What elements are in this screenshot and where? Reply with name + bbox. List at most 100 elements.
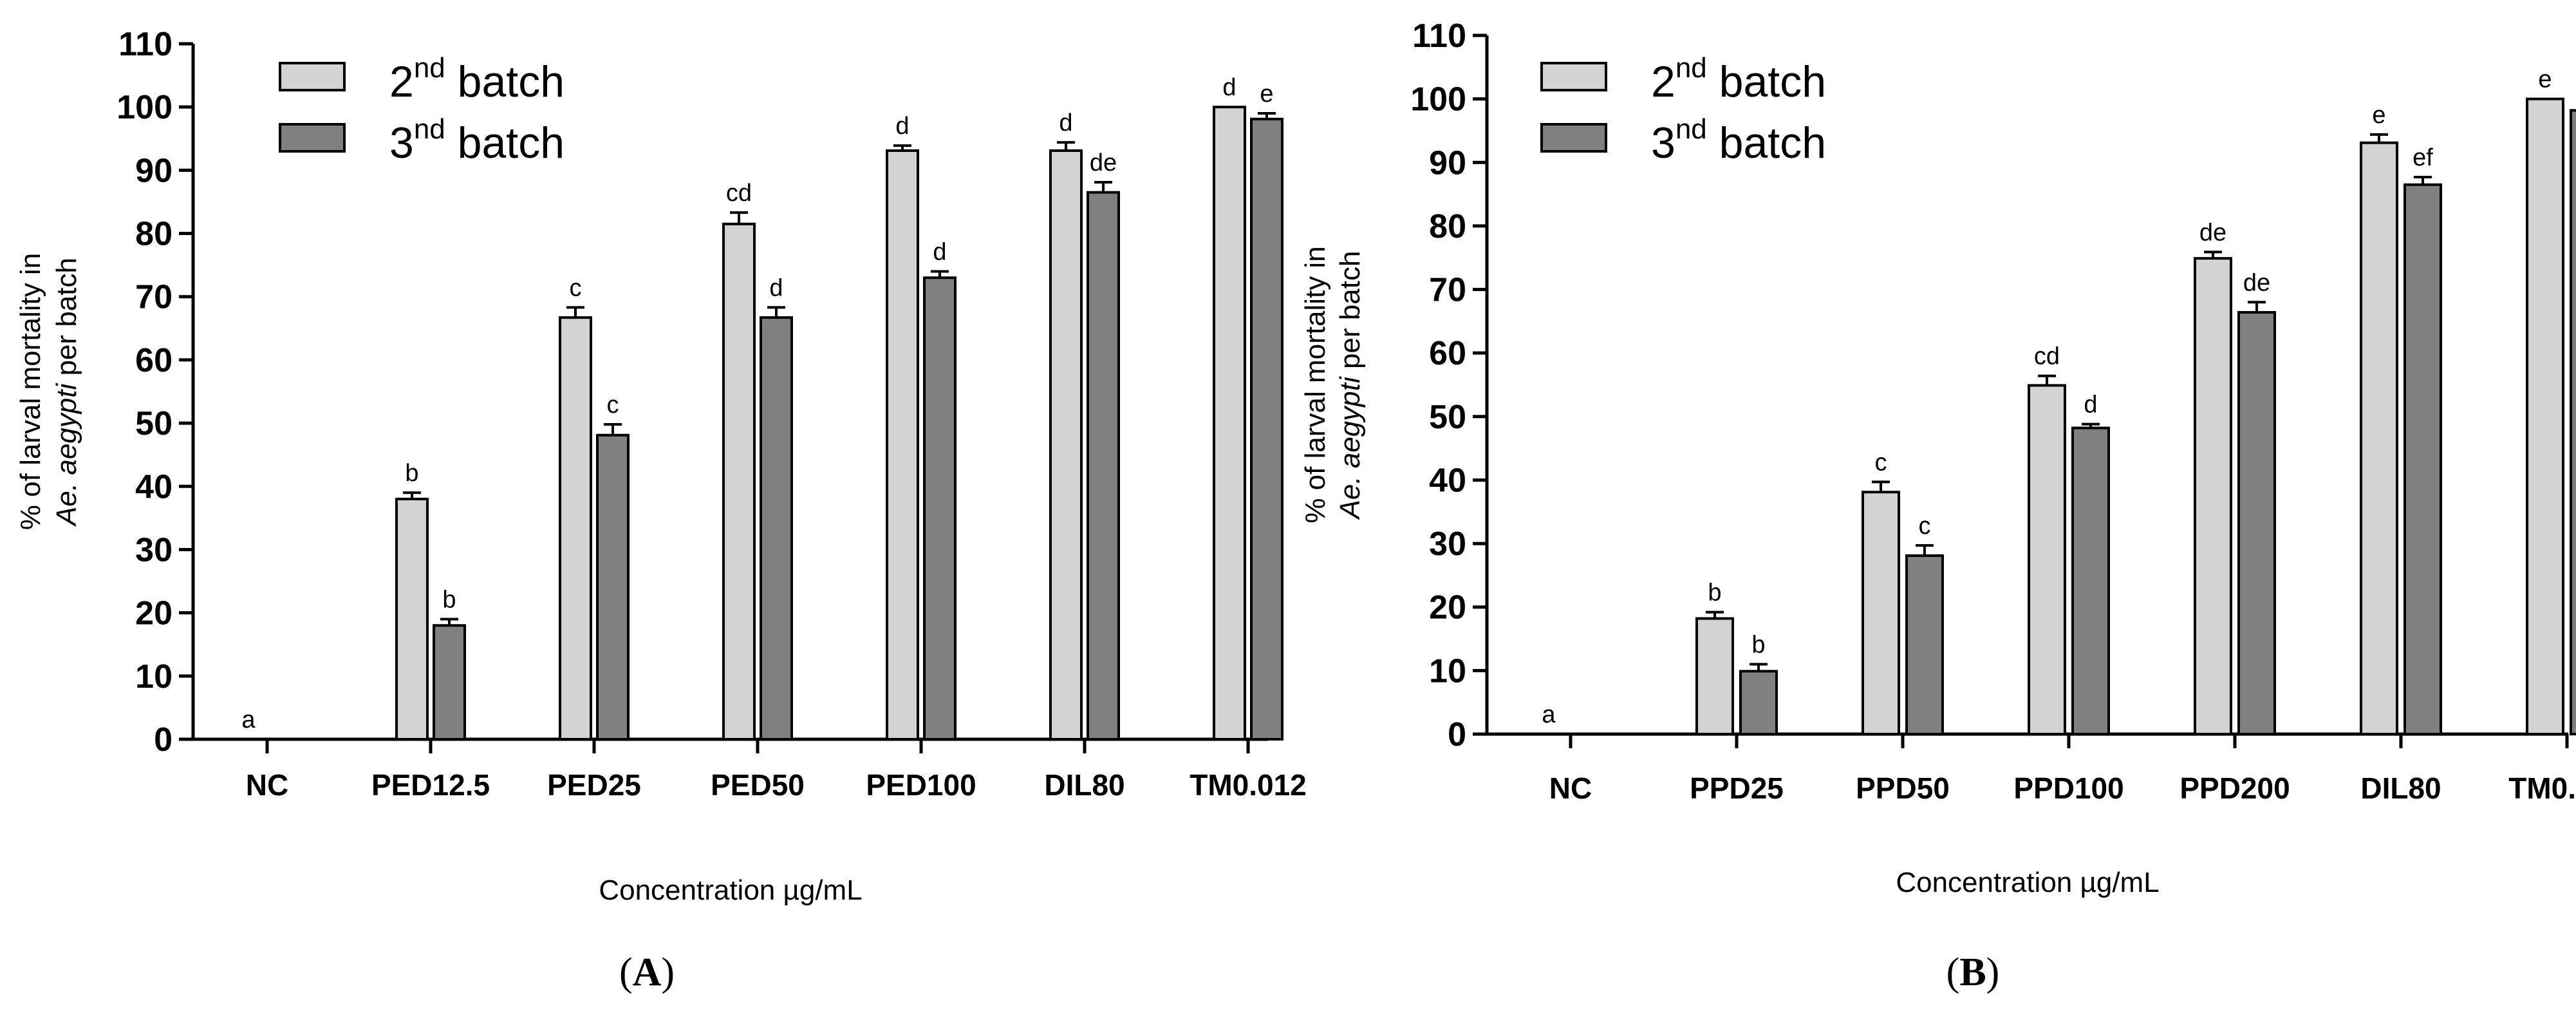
significance-label: c bbox=[570, 274, 582, 301]
bar bbox=[395, 497, 429, 741]
bar bbox=[2360, 141, 2398, 736]
x-tick-label: TM0.012 bbox=[2508, 771, 2576, 805]
significance-label: cd bbox=[726, 180, 752, 207]
significance-label: de bbox=[2199, 219, 2226, 246]
bar bbox=[2526, 97, 2564, 736]
bar bbox=[923, 276, 957, 741]
x-tick-label: PED100 bbox=[866, 768, 976, 802]
y-tick-label: 90 bbox=[135, 152, 173, 189]
legend-base: 2 bbox=[389, 57, 414, 106]
significance-label: d bbox=[1222, 74, 1236, 101]
significance-label: de bbox=[1090, 149, 1117, 176]
chart-panel-a: 0 10 20 30 40 50 60 70 80 90 100 110 NC a PED12.5 b b PED… bbox=[15, 26, 1307, 994]
legend-rest: batch bbox=[1707, 118, 1826, 167]
y-tick-label: 40 bbox=[1429, 462, 1466, 499]
bar bbox=[1862, 491, 1900, 735]
legend-rest: batch bbox=[445, 57, 565, 106]
legend-swatch bbox=[1540, 123, 1607, 153]
bar bbox=[760, 316, 793, 741]
x-tick-label: PPD100 bbox=[2013, 771, 2123, 805]
significance-label: a bbox=[241, 706, 256, 733]
y-axis-title-line2: Ae. aegypti per batch bbox=[1334, 251, 1366, 521]
significance-label: d bbox=[769, 274, 783, 301]
y-tick-label: 60 bbox=[135, 342, 173, 379]
bar bbox=[1049, 149, 1083, 741]
panel-label-close: ) bbox=[661, 950, 675, 994]
y-tick-label: 70 bbox=[1429, 272, 1466, 309]
bar bbox=[1739, 670, 1778, 735]
bar bbox=[433, 624, 466, 741]
legend-superscript: nd bbox=[414, 52, 445, 84]
y-tick-label: 0 bbox=[1448, 716, 1466, 753]
x-tick-label: PPD25 bbox=[1690, 771, 1784, 805]
x-tick-label: PPD200 bbox=[2179, 771, 2290, 805]
legend-swatch bbox=[279, 123, 346, 153]
y-axis-title-line1: % of larval mortality in bbox=[15, 253, 46, 530]
significance-label: b bbox=[405, 460, 418, 487]
y-axis-title-rest: per batch bbox=[51, 258, 82, 384]
significance-label: e bbox=[1260, 80, 1273, 108]
y-tick-label: 50 bbox=[135, 405, 173, 442]
significance-label: d bbox=[895, 113, 909, 140]
bar bbox=[1250, 117, 1283, 741]
y-tick-label: 90 bbox=[1429, 144, 1466, 182]
legend-base: 2 bbox=[1651, 57, 1675, 106]
y-tick-label: 10 bbox=[135, 658, 173, 695]
significance-label: d bbox=[933, 238, 946, 265]
significance-label: cd bbox=[2034, 343, 2060, 370]
bar bbox=[2570, 109, 2576, 735]
y-tick-label: 110 bbox=[118, 26, 173, 63]
y-tick-label: 100 bbox=[1410, 81, 1466, 118]
y-tick-label: 60 bbox=[1429, 335, 1466, 372]
bar bbox=[2071, 426, 2110, 736]
significance-label: d bbox=[1059, 109, 1072, 137]
bar bbox=[1213, 106, 1246, 741]
panel-label-letter: B bbox=[1959, 950, 1986, 994]
legend-rest: batch bbox=[445, 118, 565, 167]
x-tick-label: TM0.012 bbox=[1190, 768, 1307, 802]
y-tick-label: 20 bbox=[135, 595, 173, 632]
significance-label: b bbox=[1751, 632, 1765, 659]
bar bbox=[886, 149, 919, 741]
y-axis-title: % of larval mortality in Ae. aegypti per … bbox=[15, 253, 82, 530]
legend-label: 3nd batch bbox=[389, 113, 565, 167]
panel-label-letter: A bbox=[633, 950, 662, 994]
panel-label-open: ( bbox=[1946, 950, 1960, 994]
legend-label: 3nd batch bbox=[1651, 113, 1826, 167]
legend-superscript: nd bbox=[414, 113, 445, 145]
bar bbox=[2237, 311, 2276, 735]
chart-panel-b: 0 10 20 30 40 50 60 70 80 90 100 110 NC a PPD25 b b PPD50… bbox=[1300, 17, 2576, 994]
significance-label: e bbox=[2372, 102, 2385, 129]
y-tick-label: 80 bbox=[135, 216, 173, 253]
x-tick-label: PED50 bbox=[711, 768, 805, 802]
significance-label: c bbox=[607, 392, 619, 419]
bar bbox=[2403, 183, 2442, 735]
bar bbox=[1695, 617, 1734, 735]
x-tick-label: PED12.5 bbox=[371, 768, 490, 802]
y-tick-label: 70 bbox=[135, 279, 173, 316]
significance-label: d bbox=[2084, 392, 2097, 419]
y-tick-label: 20 bbox=[1429, 589, 1466, 627]
y-axis-title-line1: % of larval mortality in bbox=[1300, 246, 1331, 523]
x-tick-label: NC bbox=[246, 768, 288, 802]
legend-superscript: nd bbox=[1675, 113, 1707, 145]
y-tick-label: 30 bbox=[135, 531, 173, 569]
x-axis-title: Concentration µg/mL bbox=[1896, 867, 2159, 898]
legend-swatch bbox=[279, 62, 346, 91]
panel-label-close: ) bbox=[1986, 950, 2000, 994]
bar bbox=[1905, 554, 1944, 736]
y-tick-label: 10 bbox=[1429, 652, 1466, 690]
x-tick-label: PPD50 bbox=[1856, 771, 1950, 805]
y-tick-label: 0 bbox=[154, 721, 173, 759]
significance-label: ef bbox=[2413, 144, 2433, 171]
bar bbox=[559, 316, 592, 741]
bar bbox=[2028, 384, 2066, 735]
significance-label: a bbox=[1542, 701, 1556, 728]
y-tick-label: 30 bbox=[1429, 525, 1466, 563]
y-tick-label: 40 bbox=[135, 468, 173, 506]
y-axis-title-line2: Ae. aegypti per batch bbox=[51, 258, 82, 527]
x-tick-label: NC bbox=[1549, 771, 1592, 805]
y-tick-label: 50 bbox=[1429, 399, 1466, 436]
y-tick-label: 110 bbox=[1412, 17, 1466, 55]
